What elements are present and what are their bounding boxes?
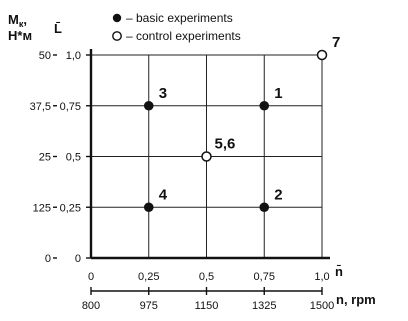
y2-tick-label: 25	[39, 152, 51, 164]
data-point-control	[316, 49, 328, 61]
y2-tick-label: 0	[45, 253, 51, 265]
axes	[53, 49, 330, 295]
y2-axis-title-line2: Н*м	[8, 28, 32, 43]
data-point-basic	[143, 100, 154, 111]
x2-tick-label: 1325	[252, 300, 276, 312]
x-axis-title: n̄	[335, 264, 343, 279]
y2-tick-label: 37,5	[30, 101, 51, 113]
y2-axis-title-line1: Mк,	[8, 12, 27, 29]
data-points: 3 1 4 2 5,6 7	[143, 34, 340, 213]
x-tick-label: 0	[88, 271, 94, 283]
legend-label-basic: – basic experiments	[126, 11, 233, 25]
x2-tick-label: 800	[82, 300, 100, 312]
y2-axis-title-m: M	[8, 12, 19, 27]
y-tick-label: 0,5	[66, 152, 81, 164]
x2-axis-title: n, rpm	[336, 292, 376, 307]
x2-tick-label: 1150	[195, 300, 219, 312]
legend-marker-basic	[112, 13, 122, 23]
legend-marker-control	[112, 31, 122, 41]
data-point-basic	[259, 202, 270, 213]
x-tick-label: 0,5	[199, 271, 214, 283]
y-axis-title: L̄	[54, 21, 62, 36]
y2-axis-title-sub: к	[19, 19, 24, 29]
y-tick-label: 1,0	[66, 50, 81, 62]
point-label: 5,6	[215, 136, 236, 153]
data-point-basic	[143, 202, 154, 213]
x2-tick-label: 975	[140, 300, 158, 312]
grid	[91, 54, 323, 258]
data-point-control	[201, 151, 212, 162]
y-tick-label: 0,25	[60, 202, 81, 214]
y2-tick-label: 125	[33, 202, 51, 214]
x-tick-label: 0,25	[138, 271, 159, 283]
data-point-basic	[259, 100, 270, 111]
x2-tick-label: 1500	[310, 300, 334, 312]
point-label: 7	[332, 34, 340, 51]
tick-labels: 0008000,251250,259750,5250,511500,7537,5…	[30, 50, 335, 312]
point-label: 3	[159, 85, 167, 102]
x-tick-label: 0,75	[254, 271, 275, 283]
point-label: 4	[159, 186, 168, 203]
point-label: 2	[274, 186, 282, 203]
legend-label-control: – control experiments	[126, 29, 241, 43]
y2-axis-title-comma: ,	[23, 12, 27, 27]
x-tick-label: 1,0	[314, 271, 329, 283]
y-tick-label: 0	[75, 253, 81, 265]
y-tick-label: 0,75	[60, 101, 81, 113]
y2-tick-label: 50	[39, 50, 51, 62]
point-label: 1	[274, 85, 282, 102]
